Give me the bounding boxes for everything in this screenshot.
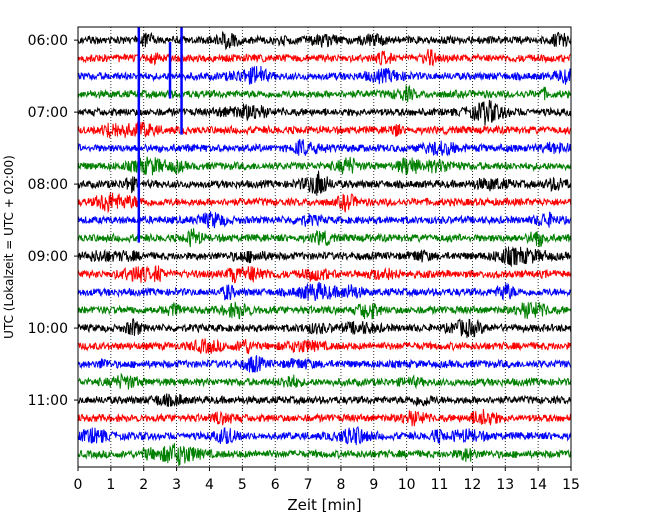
x-tick-label: 0 bbox=[74, 477, 83, 493]
trace-6 bbox=[77, 121, 572, 139]
y-axis: 06:00 07:00 08:00 09:00 10:00 11:00 bbox=[28, 33, 78, 409]
trace-4 bbox=[77, 84, 572, 103]
trace-23 bbox=[77, 425, 572, 446]
x-tick-label: 15 bbox=[562, 477, 580, 493]
x-tick-label: 1 bbox=[106, 477, 115, 493]
y-tick-label: 06:00 bbox=[28, 33, 68, 49]
trace-18 bbox=[77, 338, 572, 355]
y-tick-label: 09:00 bbox=[28, 249, 68, 265]
x-tick-label: 10 bbox=[398, 477, 416, 493]
grid-group bbox=[110, 27, 539, 467]
trace-14 bbox=[77, 265, 572, 284]
y-axis-label: UTC (Lokalzeit = UTC + 02:00) bbox=[2, 155, 16, 339]
trace-1 bbox=[77, 31, 572, 51]
traces-group bbox=[77, 31, 572, 467]
trace-15 bbox=[77, 281, 572, 302]
trace-13 bbox=[77, 246, 572, 268]
x-tick-label: 7 bbox=[304, 477, 313, 493]
trace-9 bbox=[77, 170, 572, 196]
trace-12 bbox=[77, 228, 572, 248]
x-tick-label: 11 bbox=[431, 477, 449, 493]
x-tick-label: 5 bbox=[238, 477, 247, 493]
plot-frame bbox=[77, 26, 572, 468]
x-tick-label: 14 bbox=[529, 477, 547, 493]
trace-10 bbox=[77, 192, 572, 214]
x-axis: 0 1 2 3 4 5 6 7 8 9 10 11 12 13 14 15 bbox=[74, 467, 580, 493]
x-tick-label: 4 bbox=[205, 477, 214, 493]
trace-19 bbox=[77, 355, 572, 373]
trace-16 bbox=[77, 301, 572, 320]
events-group bbox=[137, 27, 183, 243]
y-tick-label: 11:00 bbox=[28, 393, 68, 409]
x-tick-label: 13 bbox=[496, 477, 514, 493]
x-tick-label: 9 bbox=[369, 477, 378, 493]
trace-21 bbox=[77, 393, 572, 408]
x-tick-label: 8 bbox=[336, 477, 345, 493]
trace-8 bbox=[77, 156, 572, 176]
trace-11 bbox=[77, 211, 572, 229]
x-axis-label: Zeit [min] bbox=[287, 496, 361, 514]
x-tick-label: 12 bbox=[463, 477, 481, 493]
x-tick-label: 2 bbox=[139, 477, 148, 493]
y-tick-label: 10:00 bbox=[28, 321, 68, 337]
trace-20 bbox=[77, 372, 572, 390]
trace-5 bbox=[77, 99, 572, 126]
x-tick-label: 3 bbox=[172, 477, 181, 493]
trace-2 bbox=[77, 49, 572, 67]
trace-7 bbox=[77, 139, 572, 157]
trace-24 bbox=[77, 442, 572, 467]
trace-3 bbox=[77, 66, 572, 85]
y-tick-label: 07:00 bbox=[28, 105, 68, 121]
trace-17 bbox=[77, 318, 572, 339]
x-tick-label: 6 bbox=[271, 477, 280, 493]
y-tick-label: 08:00 bbox=[28, 177, 68, 193]
trace-22 bbox=[77, 408, 572, 427]
